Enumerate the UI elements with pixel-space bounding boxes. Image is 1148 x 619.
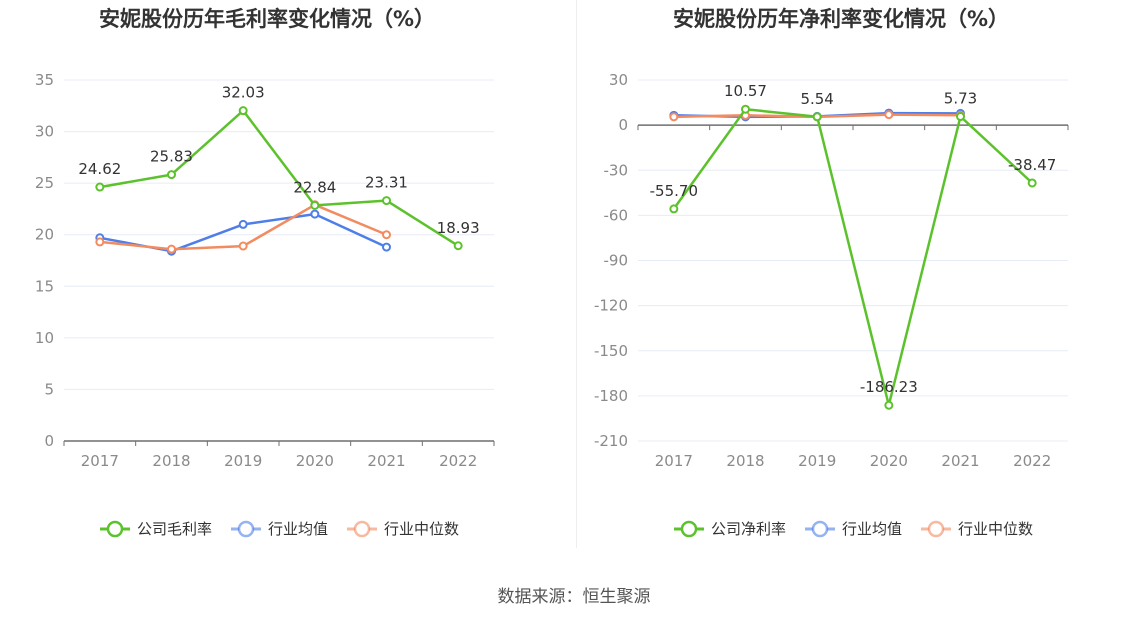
gross-series-0-point: [238, 106, 248, 116]
net-y-tick-label: -60: [604, 206, 629, 224]
gross-x-tick-label: 2017: [81, 452, 119, 470]
gross-legend-label: 行业中位数: [384, 520, 459, 538]
net-legend-marker: [680, 520, 698, 538]
net-y-tick-label: -210: [594, 432, 628, 450]
net-data-label: -38.47: [1008, 156, 1056, 174]
gross-data-label: 23.31: [365, 174, 408, 192]
net-data-label: 5.73: [944, 90, 977, 108]
net-legend-label: 行业中位数: [958, 520, 1033, 538]
gross-data-label: 32.03: [222, 84, 265, 102]
source-note: 数据来源：恒生聚源: [497, 587, 651, 607]
net-x-tick-label: 2019: [798, 452, 836, 470]
net-y-tick-label: -30: [604, 161, 629, 179]
net-legend-item-0: 公司净利率: [674, 520, 786, 538]
net-data-label: 5.54: [800, 90, 833, 108]
gross-data-label: 24.62: [78, 160, 121, 178]
gross-series-2-point: [238, 241, 248, 251]
net-series-0-point: [741, 104, 750, 114]
net-series-0-point: [1027, 178, 1037, 188]
net-legend-marker: [811, 520, 829, 538]
gross-legend-marker: [106, 520, 124, 538]
gross-series-2-point: [382, 230, 391, 240]
net-legend-label: 公司净利率: [711, 520, 786, 538]
gross-x-tick-label: 2020: [296, 452, 334, 470]
net-y-tick-label: 30: [609, 71, 628, 89]
net-legend-item-1: 行业均值: [805, 520, 902, 538]
gross-x-tick-label: 2019: [224, 452, 262, 470]
gross-y-tick-label: 30: [35, 123, 54, 141]
net-series-0-point: [812, 112, 822, 122]
gross-series-2-point: [95, 237, 105, 247]
net-y-tick-label: -120: [594, 297, 628, 315]
net-series-2-point: [884, 110, 894, 120]
gross-y-tick-label: 35: [35, 71, 54, 89]
gross-legend-label: 行业均值: [268, 520, 328, 538]
net-series-0-point: [884, 400, 894, 410]
gross-y-tick-label: 0: [44, 432, 54, 450]
gross-x-tick-label: 2022: [439, 452, 477, 470]
gross-series-0-point: [167, 170, 176, 180]
net-legend-item-2: 行业中位数: [921, 520, 1033, 538]
net-margin-chart: 安妮股份历年净利率变化情况（%） -210 -180 -150 -120 -90 -60 -3…: [594, 7, 1069, 538]
net-data-label: -55.70: [650, 182, 698, 200]
net-x-tick-label: 2018: [726, 452, 764, 470]
net-y-tick-label: -180: [594, 387, 628, 405]
gross-y-tick-label: 25: [35, 174, 54, 192]
gross-series-1-point: [310, 209, 320, 219]
gross-series-0-point: [382, 196, 391, 206]
gross-margin-chart: 安妮股份历年毛利率变化情况（%） 0 5 10 15 20 25 30 35 2017 2018 20…: [35, 7, 495, 538]
gross-data-label: 18.93: [437, 219, 480, 237]
gross-data-label: 25.83: [150, 148, 193, 166]
gross-data-label: 22.84: [293, 178, 336, 196]
gross-series-0-point: [453, 241, 463, 251]
net-y-tick-label: -150: [594, 342, 628, 360]
gross-y-tick-label: 10: [35, 329, 54, 347]
net-y-tick-label: -90: [604, 252, 629, 270]
gross-legend-label: 公司毛利率: [137, 520, 212, 538]
gross-series-1-point: [382, 242, 391, 252]
gross-x-tick-label: 2021: [367, 452, 405, 470]
gross-legend-marker: [353, 520, 371, 538]
net-series-2-point: [669, 112, 679, 122]
gross-series-0-point: [95, 182, 105, 192]
net-x-tick-label: 2017: [655, 452, 693, 470]
gross-y-tick-label: 5: [44, 380, 54, 398]
net-data-label: 10.57: [724, 82, 767, 100]
gross-x-tick-label: 2018: [152, 452, 190, 470]
net-x-tick-label: 2021: [941, 452, 979, 470]
net-series-0-point: [956, 112, 965, 122]
gross-legend-item-2: 行业中位数: [347, 520, 459, 538]
net-y-tick-label: 0: [618, 116, 628, 134]
net-x-tick-label: 2022: [1013, 452, 1051, 470]
gross-y-tick-label: 15: [35, 277, 54, 295]
chart-divider: [576, 0, 577, 548]
net-legend-marker: [927, 520, 945, 538]
net-x-tick-label: 2020: [870, 452, 908, 470]
net-series-0-line: [672, 107, 1034, 407]
net-series-0-point: [669, 204, 679, 214]
net-chart-title: 安妮股份历年净利率变化情况（%）: [673, 7, 1009, 31]
gross-series-0-point: [310, 200, 320, 210]
gross-chart-title: 安妮股份历年毛利率变化情况（%）: [99, 7, 435, 31]
net-legend-label: 行业均值: [842, 520, 902, 538]
gross-legend-marker: [237, 520, 255, 538]
gross-legend-item-0: 公司毛利率: [100, 520, 212, 538]
gross-y-tick-label: 20: [35, 226, 54, 244]
gross-series-2-point: [167, 244, 176, 254]
gross-series-1-point: [238, 219, 248, 229]
gross-legend-item-1: 行业均值: [231, 520, 328, 538]
gross-series-0-line: [99, 109, 459, 247]
net-data-label: -186.23: [860, 378, 918, 396]
